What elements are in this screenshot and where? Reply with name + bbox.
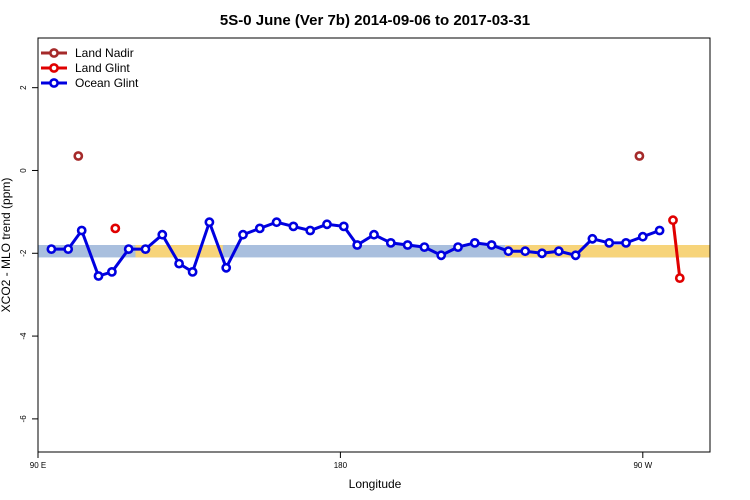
chart-title: 5S-0 June (Ver 7b) 2014-09-06 to 2017-03… — [220, 12, 530, 29]
data-point — [436, 250, 447, 261]
data-point — [123, 244, 134, 254]
y-tick-label: -6 — [19, 415, 28, 423]
data-point — [352, 240, 363, 250]
data-point — [486, 240, 497, 250]
series-layer — [46, 151, 685, 283]
data-point — [668, 215, 678, 226]
y-tick-label: 0 — [19, 168, 28, 173]
series-land-nadir — [73, 151, 645, 161]
data-point — [187, 266, 198, 277]
data-point — [570, 250, 581, 261]
data-point — [604, 237, 615, 248]
data-point — [453, 242, 463, 252]
data-point — [288, 221, 299, 232]
legend-label: Land Glint — [75, 61, 130, 75]
data-point — [587, 233, 598, 244]
data-point — [204, 217, 215, 228]
data-point — [271, 217, 282, 228]
legend-label: Land Nadir — [75, 46, 134, 60]
data-point — [221, 262, 232, 273]
data-point — [157, 229, 168, 240]
data-point — [46, 244, 57, 254]
x-axis: 90 E 180 90 W — [30, 452, 653, 470]
y-axis-label: XCO2 - MLO trend (ppm) — [0, 178, 13, 313]
y-axis: 2 0 -2 -4 -6 — [19, 85, 38, 423]
series-ocean-glint — [46, 217, 665, 281]
x-tick-label: 180 — [334, 461, 348, 470]
data-point — [93, 271, 104, 281]
y-tick-label: -4 — [19, 332, 28, 340]
data-point — [520, 246, 531, 257]
legend-label: Ocean Glint — [75, 76, 139, 90]
data-point — [654, 225, 665, 236]
y-tick-label: -2 — [19, 249, 28, 257]
legend-swatch-marker — [49, 78, 59, 88]
data-point — [63, 244, 74, 254]
y-tick-label: 2 — [19, 85, 28, 90]
series-land-glint — [110, 215, 685, 283]
data-point — [469, 237, 480, 248]
data-point — [553, 246, 564, 257]
data-point — [107, 266, 117, 277]
data-point — [140, 244, 151, 254]
data-point — [322, 219, 332, 230]
series-line-1-1 — [671, 220, 682, 279]
data-point — [338, 221, 349, 232]
data-point — [369, 229, 379, 240]
data-point — [174, 258, 184, 269]
plot-frame — [37, 37, 711, 453]
data-point — [637, 231, 648, 242]
data-point — [238, 229, 248, 240]
data-point — [402, 240, 413, 250]
data-point — [254, 223, 265, 234]
data-point — [537, 248, 547, 259]
data-point — [419, 242, 430, 252]
data-point — [110, 223, 121, 234]
data-point — [621, 237, 631, 248]
legend-swatch-marker — [49, 48, 59, 58]
data-point — [385, 237, 396, 248]
data-point — [503, 246, 514, 257]
x-tick-label: 90 W — [633, 461, 652, 470]
x-tick-label: 90 E — [30, 461, 46, 470]
data-point — [305, 225, 316, 236]
data-point — [634, 151, 645, 161]
data-point — [76, 225, 87, 236]
data-point — [674, 273, 685, 283]
x-axis-label: Longitude — [349, 477, 402, 491]
legend-swatch-marker — [49, 63, 59, 73]
data-point — [73, 151, 84, 161]
